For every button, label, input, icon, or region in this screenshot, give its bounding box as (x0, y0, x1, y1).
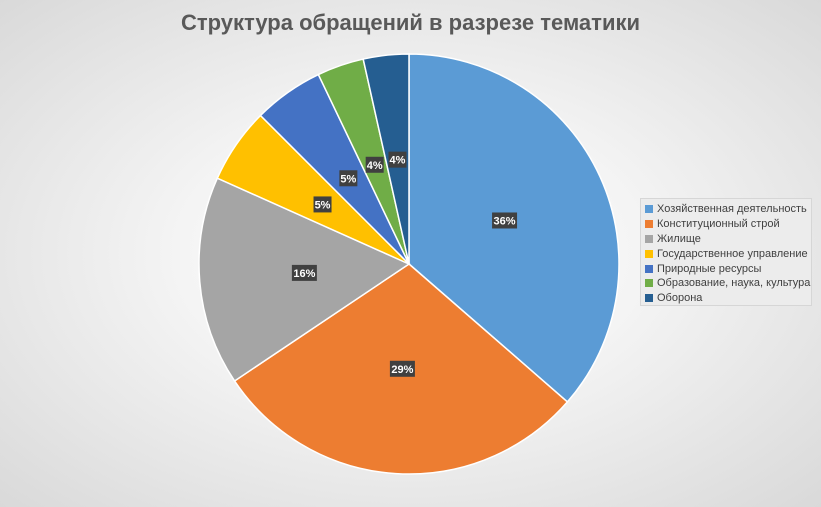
legend-item: Хозяйственная деятельность (645, 202, 811, 217)
data-label: 4% (388, 151, 407, 168)
legend-swatch (645, 234, 653, 243)
svg-text:36%: 36% (494, 215, 516, 227)
legend-item: Государственное управление (645, 246, 811, 261)
svg-text:5%: 5% (315, 199, 331, 211)
legend-swatch (645, 249, 653, 258)
legend: Хозяйственная деятельность Конституционны… (640, 198, 812, 306)
legend-swatch (645, 220, 653, 229)
legend-swatch (645, 205, 653, 214)
legend-label: Государственное управление (657, 247, 808, 260)
legend-item: Природные ресурсы (645, 261, 811, 276)
data-label: 5% (339, 170, 358, 187)
legend-swatch (645, 279, 653, 288)
chart-title: Структура обращений в разрезе тематики (180, 10, 640, 35)
legend-label: Жилище (657, 232, 701, 245)
legend-swatch (645, 264, 653, 273)
data-label: 4% (365, 156, 384, 173)
legend-item: Образование, наука, культура (645, 276, 811, 291)
legend-label: Конституционный строй (657, 218, 780, 231)
legend-label: Хозяйственная деятельность (657, 203, 807, 216)
svg-text:29%: 29% (391, 364, 413, 376)
legend-label: Образование, наука, культура (657, 277, 811, 290)
legend-swatch (645, 294, 653, 303)
data-label: 29% (389, 360, 415, 377)
legend-item: Конституционный строй (645, 217, 811, 232)
svg-text:5%: 5% (340, 173, 356, 185)
data-label: 36% (492, 212, 518, 229)
pie-slice-7 (362, 53, 410, 265)
data-label: 16% (291, 264, 317, 281)
data-label: 5% (313, 196, 332, 213)
svg-text:16%: 16% (293, 268, 315, 280)
legend-item: Жилище (645, 232, 811, 247)
legend-label: Оборона (657, 292, 703, 305)
legend-item: Оборона (645, 291, 811, 306)
svg-text:4%: 4% (390, 155, 406, 167)
svg-text:4%: 4% (367, 160, 383, 172)
legend-label: Природные ресурсы (657, 262, 762, 275)
